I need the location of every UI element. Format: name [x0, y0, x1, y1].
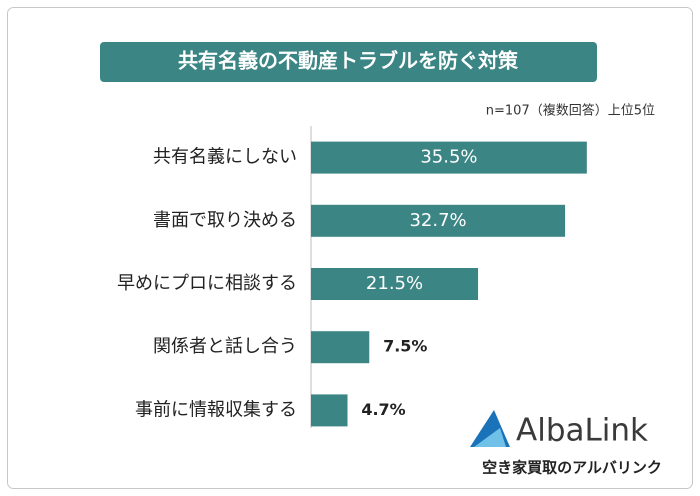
title-box [100, 42, 597, 82]
bar [311, 394, 348, 427]
category-label: 書面で取り決める [153, 210, 297, 231]
bar [311, 204, 566, 237]
bar [311, 331, 370, 364]
category-label: 事前に情報収集する [135, 399, 297, 420]
logo-tagline: 空き家買取のアルバリンク [482, 459, 662, 477]
bar [311, 268, 479, 300]
value-label: 4.7% [361, 400, 405, 419]
logo-name: AlbaLink [516, 413, 648, 449]
category-label: 早めにプロに相談する [117, 273, 297, 294]
chart-title: 共有名義の不動産トラブルを防ぐ対策 [178, 49, 519, 73]
note: n=107（複数回答）上位5位 [486, 103, 655, 119]
frame [7, 7, 693, 489]
value-label: 35.5% [420, 147, 477, 168]
value-label: 7.5% [383, 337, 427, 356]
logo-icon [474, 428, 506, 447]
value-label: 21.5% [366, 273, 423, 294]
value-label: 32.7% [409, 210, 466, 231]
bar [311, 141, 587, 174]
logo: AlbaLink 空き家買取のアルバリンク [470, 410, 662, 477]
category-label: 共有名義にしない [153, 147, 297, 168]
category-label: 関係者と話し合う [153, 336, 297, 357]
